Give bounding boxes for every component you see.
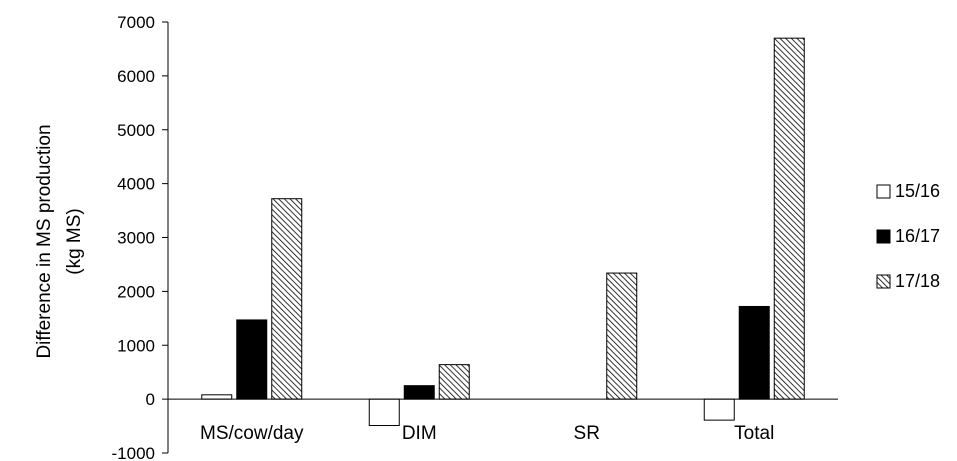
legend-swatch [876,229,891,244]
legend-label: 15/16 [895,181,940,201]
y-tick-label: 5000 [117,121,155,140]
y-tick-label: 7000 [117,13,155,32]
y-tick-label: 1000 [117,336,155,355]
x-category-label: SR [574,423,600,444]
bar-15-16-DIM [368,398,400,427]
bar-16-17-Total [738,305,770,400]
x-category-label: MS/cow/day [200,423,304,444]
y-axis-label-line: Difference in MS production [34,124,55,358]
y-axis-label-line: (kg MS) [64,208,85,275]
bar-16-17-MS-cow-day [236,319,268,400]
y-tick-label: 2000 [117,282,155,301]
y-tick-label: 4000 [117,175,155,194]
bar-17-18-Total [773,37,805,400]
x-category-label: Total [734,423,774,444]
y-axis-ticks: -1000 0 1000 2000 3000 4000 5000 6000 7000 [112,13,168,461]
bar-17-18-DIM [438,364,470,400]
y-tick-label: -1000 [112,444,155,461]
y-tick-label: 0 [146,390,155,409]
legend: 15/16 16/17 17/18 [876,181,940,291]
y-tick-label: 3000 [117,229,155,248]
x-axis-category-labels: MS/cow/day DIM SR Total [200,423,774,444]
x-category-label: DIM [402,423,437,444]
legend-swatch [876,184,891,199]
y-tick-label: 6000 [117,67,155,86]
bar-15-16-MS-cow-day [201,394,233,400]
legend-swatch [876,274,891,289]
bars [201,37,805,427]
bar-15-16-Total [703,398,735,421]
y-axis-label: Difference in MS production (kg MS) [34,124,85,358]
legend-label: 16/17 [895,226,940,246]
axes [167,22,838,453]
bar-17-18-SR [606,272,638,400]
bar-16-17-DIM [403,385,435,400]
bar-17-18-MS-cow-day [271,198,303,400]
legend-label: 17/18 [895,271,940,291]
